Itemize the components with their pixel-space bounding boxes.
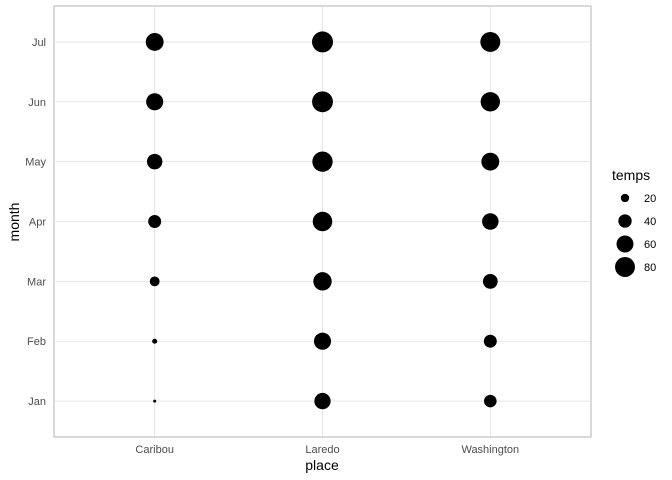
x-tick-label-caribou: Caribou	[135, 444, 174, 456]
y-tick-label-feb: Feb	[27, 336, 46, 348]
point-washington-may	[481, 152, 500, 171]
x-axis-tick-labels: Caribou Laredo Washington	[135, 444, 519, 456]
point-caribou-apr	[148, 215, 162, 228]
legend-label-60: 60	[644, 239, 656, 251]
point-caribou-jan	[153, 399, 157, 403]
point-caribou-jul	[145, 32, 164, 51]
legend-keys: 20 40 60 80	[615, 193, 656, 277]
x-tick-label-laredo: Laredo	[305, 444, 339, 456]
point-caribou-feb	[152, 338, 158, 344]
y-tick-label-may: May	[25, 157, 46, 169]
y-axis-title: month	[6, 203, 22, 242]
point-laredo-jan	[314, 392, 331, 410]
data-points	[145, 31, 501, 410]
point-washington-jan	[484, 394, 497, 408]
point-washington-feb	[483, 334, 497, 348]
x-axis-title: place	[305, 457, 339, 473]
y-tick-label-jul: Jul	[32, 37, 46, 49]
point-laredo-feb	[313, 332, 332, 350]
legend-label-80: 80	[644, 262, 656, 274]
point-caribou-mar	[149, 276, 160, 287]
y-tick-label-mar: Mar	[27, 276, 46, 288]
point-laredo-may	[312, 151, 333, 172]
point-laredo-jul	[312, 31, 333, 53]
point-washington-jun	[480, 92, 501, 112]
point-washington-apr	[482, 213, 499, 230]
legend-key-80	[615, 257, 635, 277]
point-laredo-jun	[312, 91, 333, 113]
point-caribou-may	[146, 153, 163, 170]
y-tick-label-jun: Jun	[28, 97, 46, 109]
point-washington-jul	[480, 31, 501, 52]
y-tick-label-jan: Jan	[28, 396, 46, 408]
point-laredo-mar	[313, 272, 332, 291]
legend-key-60	[616, 235, 634, 253]
point-caribou-jun	[146, 93, 164, 111]
y-tick-label-apr: Apr	[29, 217, 46, 229]
legend-key-40	[618, 214, 632, 228]
legend-label-40: 40	[644, 216, 656, 228]
legend-key-20	[620, 193, 630, 203]
size-legend: temps 20 40 60 80	[612, 167, 656, 277]
point-washington-mar	[482, 274, 498, 289]
legend-title: temps	[612, 167, 650, 183]
y-axis-tick-labels: Jan Feb Mar Apr May Jun Jul	[25, 37, 46, 408]
legend-label-20: 20	[644, 193, 656, 205]
x-tick-label-washington: Washington	[461, 444, 519, 456]
point-laredo-apr	[312, 211, 333, 232]
